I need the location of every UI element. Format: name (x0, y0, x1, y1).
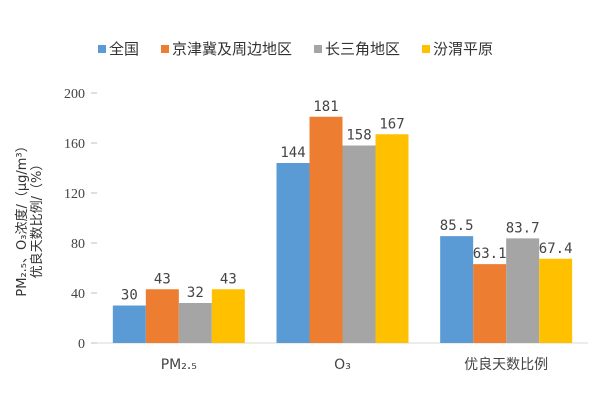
data-label: 32 (187, 285, 204, 301)
data-label: 85.5 (440, 218, 474, 234)
data-label: 83.7 (506, 220, 540, 236)
x-tick-label: 优良天数比例 (464, 357, 548, 373)
bar-0-1 (276, 163, 310, 343)
data-label: 30 (121, 288, 138, 304)
bar-1-2 (473, 264, 507, 343)
bar-0-2 (440, 236, 474, 343)
legend: 全国 京津冀及周边地区 长三角地区 汾渭平原 (98, 38, 493, 59)
y-tick-label: 80 (71, 237, 85, 252)
bar-3-1 (375, 134, 409, 343)
legend-label: 全国 (109, 40, 140, 58)
bar-1-0 (145, 289, 179, 343)
y-tick-label: 0 (78, 337, 85, 352)
data-label: 67.4 (539, 241, 573, 257)
legend-item: 全国 (98, 38, 139, 59)
y-tick-label: 120 (64, 187, 85, 202)
data-label: 181 (313, 99, 338, 115)
y-tick-label: 160 (64, 137, 85, 152)
legend-item: 京津冀及周边地区 (161, 38, 292, 59)
bar-1-1 (309, 116, 343, 343)
bar-2-0 (178, 303, 212, 343)
bar-2-2 (506, 238, 540, 343)
bar-3-2 (539, 258, 573, 343)
data-label: 43 (154, 271, 171, 287)
data-label: 167 (379, 116, 404, 132)
bar-3-0 (211, 289, 245, 343)
bar-0-0 (112, 305, 146, 343)
legend-item: 汾渭平原 (422, 38, 493, 59)
bar-2-1 (342, 145, 376, 343)
data-label: 43 (220, 271, 237, 287)
data-label: 158 (346, 128, 371, 144)
legend-label: 汾渭平原 (433, 40, 494, 58)
legend-swatch (314, 44, 323, 53)
legend-label: 京津冀及周边地区 (172, 40, 293, 58)
legend-label: 长三角地区 (325, 40, 401, 58)
legend-swatch (161, 44, 170, 53)
legend-swatch (422, 44, 431, 53)
legend-item: 长三角地区 (314, 38, 400, 59)
data-label: 63.1 (473, 246, 507, 262)
legend-swatch (98, 44, 106, 53)
y-tick-label: 40 (71, 287, 85, 302)
x-tick-label: O₃ (334, 357, 351, 373)
x-tick-label: PM₂.₅ (161, 357, 197, 373)
y-tick-label: 200 (64, 87, 85, 102)
data-label: 144 (280, 145, 305, 161)
